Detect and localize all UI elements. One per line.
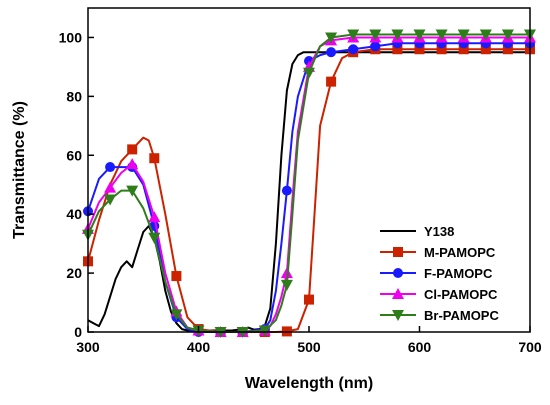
x-tick-label: 300 xyxy=(76,339,100,355)
data-point-m-pamopc xyxy=(502,44,513,55)
x-tick-label: 700 xyxy=(518,339,542,355)
legend-swatch-marker xyxy=(393,247,403,257)
data-point-f-pamopc xyxy=(105,162,116,173)
x-tick-label: 400 xyxy=(187,339,211,355)
data-point-br-pamopc xyxy=(148,232,161,244)
data-point-br-pamopc xyxy=(413,29,426,41)
legend-item-y138: Y138 xyxy=(380,224,454,239)
legend-item-f-pamopc: F-PAMOPC xyxy=(380,266,493,281)
data-point-br-pamopc xyxy=(479,29,492,41)
series-line-cl-pamopc xyxy=(87,36,530,333)
data-point-br-pamopc xyxy=(391,29,404,41)
legend-swatch-marker xyxy=(392,310,404,321)
data-point-br-pamopc xyxy=(303,67,315,79)
data-point-m-pamopc xyxy=(304,294,314,305)
data-point-br-pamopc xyxy=(170,309,183,321)
ticks-layer: 300 400 500 600 700 0 20 40 60 80 100 xyxy=(59,29,542,355)
data-point-br-pamopc xyxy=(369,29,382,41)
series-br-pamopc xyxy=(82,29,536,338)
y-tick-label: 100 xyxy=(59,29,83,45)
data-point-cl-pamopc xyxy=(126,158,139,170)
y-tick-label: 20 xyxy=(66,265,82,281)
data-point-br-pamopc xyxy=(457,29,470,41)
legend-item-cl-pamopc: Cl-PAMOPC xyxy=(380,287,498,302)
legend-swatch-marker xyxy=(392,288,404,299)
data-point-br-pamopc xyxy=(126,185,139,197)
x-tick-label: 500 xyxy=(297,339,321,355)
legend-swatch-marker xyxy=(393,268,403,278)
data-point-m-pamopc xyxy=(326,76,337,87)
data-point-m-pamopc xyxy=(480,44,491,55)
legend-label: Cl-PAMOPC xyxy=(424,287,498,302)
data-point-m-pamopc xyxy=(458,44,469,55)
legend-item-br-pamopc: Br-PAMOPC xyxy=(380,308,499,323)
data-point-f-pamopc xyxy=(326,47,337,58)
data-point-cl-pamopc xyxy=(148,211,161,223)
data-point-cl-pamopc xyxy=(104,181,117,193)
data-point-m-pamopc xyxy=(127,144,138,155)
data-point-br-pamopc xyxy=(325,32,338,44)
data-point-f-pamopc xyxy=(348,44,359,55)
data-point-br-pamopc xyxy=(104,194,117,206)
data-point-br-pamopc xyxy=(258,325,271,337)
y-tick-label: 80 xyxy=(66,88,82,104)
series-layer xyxy=(82,29,536,338)
data-point-br-pamopc xyxy=(501,29,514,41)
x-axis-title: Wavelength (nm) xyxy=(245,375,373,392)
data-point-br-pamopc xyxy=(280,279,293,291)
legend-item-m-pamopc: M-PAMOPC xyxy=(380,245,496,260)
data-point-m-pamopc xyxy=(436,44,447,55)
legend-label: F-PAMOPC xyxy=(424,266,493,281)
data-point-m-pamopc xyxy=(171,271,182,282)
y-tick-label: 40 xyxy=(66,206,82,222)
data-point-m-pamopc xyxy=(149,153,160,164)
legend-label: Y138 xyxy=(424,224,454,239)
x-tick-label: 600 xyxy=(408,339,432,355)
data-point-m-pamopc xyxy=(392,44,403,55)
data-point-br-pamopc xyxy=(435,29,448,41)
data-point-br-pamopc xyxy=(347,29,360,41)
legend: Y138 M-PAMOPC F-PAMOPC Cl-PAMOPC Br-PAMOPC xyxy=(380,224,499,323)
data-point-m-pamopc xyxy=(414,44,425,55)
y-axis-title: Transmittance (%) xyxy=(11,101,28,239)
y-tick-label: 0 xyxy=(74,324,82,340)
data-point-f-pamopc xyxy=(370,41,381,52)
y-tick-label: 60 xyxy=(66,147,82,163)
data-point-f-pamopc xyxy=(281,185,292,196)
legend-label: Br-PAMOPC xyxy=(424,308,499,323)
legend-label: M-PAMOPC xyxy=(424,245,496,260)
